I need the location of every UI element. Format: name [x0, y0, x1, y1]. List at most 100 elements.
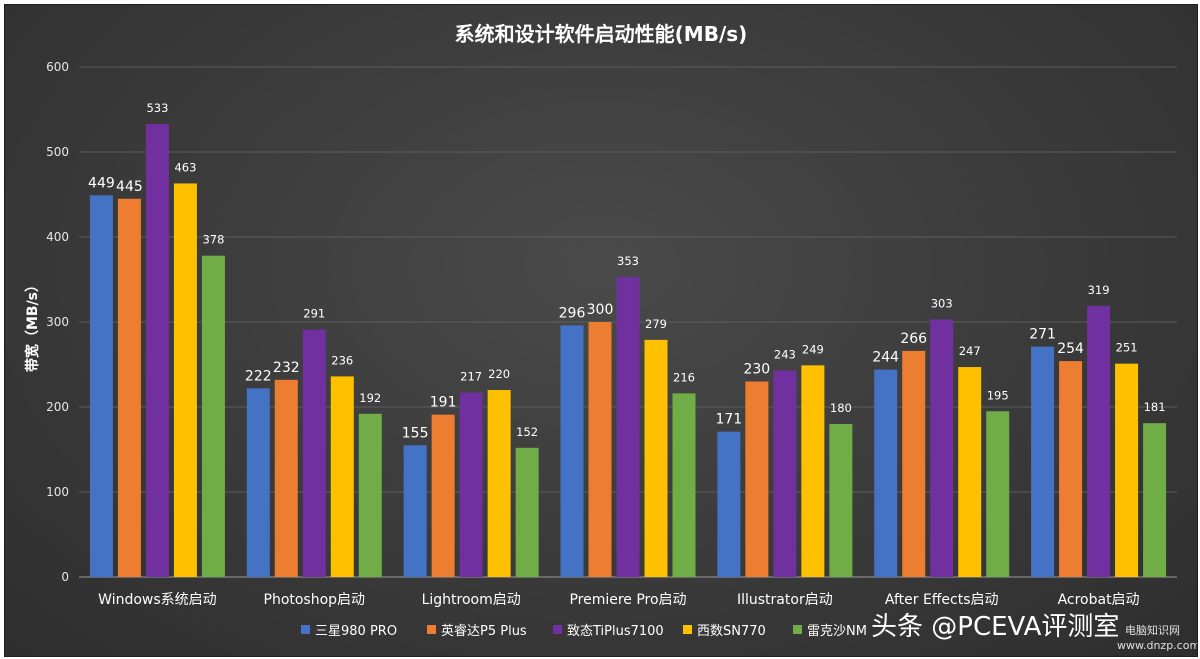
data-label: 279 — [645, 317, 667, 331]
data-label: 463 — [174, 160, 196, 174]
legend-label: 致态TiPlus7100 — [567, 624, 664, 639]
data-label: 180 — [830, 401, 852, 415]
bar — [588, 322, 612, 577]
legend-swatch — [553, 625, 562, 634]
category-label: After Effects启动 — [885, 592, 999, 608]
watermark: 头条 @PCEVA评测室 电脑知识网 www.dnzp.com — [871, 612, 1197, 652]
bar — [874, 369, 898, 577]
data-label: 217 — [460, 370, 482, 384]
data-label: 216 — [673, 370, 695, 384]
data-label: 181 — [1144, 400, 1166, 414]
data-label: 244 — [872, 350, 899, 366]
y-tick-label: 100 — [46, 485, 69, 499]
data-label: 232 — [273, 360, 300, 376]
data-label: 222 — [245, 368, 272, 384]
data-label: 378 — [202, 233, 224, 247]
bar — [117, 198, 141, 577]
bar — [829, 424, 853, 577]
chart-title: 系统和设计软件启动性能(MB/s) — [455, 22, 748, 46]
y-tick-label: 0 — [61, 570, 69, 584]
bar — [1087, 305, 1111, 577]
y-tick-label: 500 — [46, 145, 69, 159]
data-label: 291 — [303, 307, 325, 321]
category-label: Lightroom启动 — [422, 592, 521, 608]
watermark-url: www.dnzp.com — [1117, 639, 1197, 652]
data-label: 445 — [116, 179, 143, 195]
data-label: 195 — [987, 388, 1009, 402]
bar — [773, 370, 797, 577]
category-label: Premiere Pro启动 — [569, 592, 686, 608]
bar — [487, 390, 511, 577]
bar — [1143, 423, 1167, 577]
bar — [644, 339, 668, 577]
bar — [930, 319, 954, 577]
data-label: 155 — [402, 425, 429, 441]
bar — [358, 413, 382, 577]
y-tick-label: 400 — [46, 230, 69, 244]
data-label: 191 — [430, 395, 457, 411]
data-label: 230 — [743, 362, 770, 378]
bar — [201, 255, 225, 577]
data-label: 192 — [359, 391, 381, 405]
bar — [459, 392, 483, 577]
data-label: 236 — [331, 353, 353, 367]
data-label: 220 — [488, 367, 510, 381]
chart-frame: 系统和设计软件启动性能(MB/s) 带宽（MB/s） 0 100 200 300 400… — [4, 4, 1198, 657]
y-tick-label: 300 — [46, 315, 69, 329]
data-label: 249 — [802, 342, 824, 356]
watermark-site: 电脑知识网 — [1125, 623, 1180, 637]
legend-swatch — [793, 625, 802, 634]
data-label: 303 — [931, 296, 953, 310]
bar — [902, 350, 926, 577]
legend-swatch — [301, 625, 310, 634]
bar — [173, 183, 197, 577]
category-label: Acrobat启动 — [1058, 592, 1140, 608]
data-label: 251 — [1116, 341, 1138, 355]
data-label: 319 — [1088, 283, 1110, 297]
bar — [616, 276, 640, 577]
bar — [560, 325, 584, 577]
category-labels: Windows系统启动 Photoshop启动 Lightroom启动 Premier… — [98, 592, 1139, 608]
bar — [145, 123, 169, 577]
bar — [745, 381, 769, 577]
legend-label: 英睿达P5 Plus — [441, 624, 527, 639]
data-label: 353 — [617, 254, 639, 268]
bar — [246, 388, 270, 577]
data-label: 243 — [774, 347, 796, 361]
category-label: Photoshop启动 — [264, 592, 366, 608]
data-label: 300 — [587, 302, 614, 318]
watermark-text: 头条 @PCEVA评测室 — [871, 612, 1119, 642]
legend-label: 西数SN770 — [697, 624, 766, 639]
y-tick-label: 200 — [46, 400, 69, 414]
bar — [717, 431, 741, 577]
bars — [89, 123, 1167, 577]
bar — [801, 365, 825, 577]
bar — [1115, 363, 1139, 577]
data-label: 254 — [1057, 341, 1084, 357]
bar — [431, 414, 455, 577]
y-tick-label: 600 — [46, 60, 69, 74]
category-label: Windows系统启动 — [98, 592, 217, 608]
data-label: 171 — [715, 412, 742, 428]
y-axis-ticks: 0 100 200 300 400 500 600 — [46, 60, 69, 584]
bar — [958, 367, 982, 577]
bar — [330, 376, 354, 577]
legend-swatch — [427, 625, 436, 634]
bar — [274, 379, 298, 577]
bar — [986, 411, 1010, 577]
y-axis-label: 带宽（MB/s） — [24, 278, 41, 372]
legend-swatch — [683, 625, 692, 634]
bar — [89, 195, 113, 577]
data-label: 449 — [88, 175, 115, 191]
data-label: 247 — [959, 344, 981, 358]
bar — [1059, 361, 1083, 577]
legend-label: 三星980 PRO — [315, 624, 397, 639]
bar — [403, 445, 427, 577]
data-label: 296 — [559, 305, 586, 321]
bar — [302, 329, 326, 577]
bar — [515, 447, 539, 577]
data-label: 533 — [146, 101, 168, 115]
chart-svg: 系统和设计软件启动性能(MB/s) 带宽（MB/s） 0 100 200 300 400… — [24, 22, 1197, 652]
category-label: Illustrator启动 — [737, 592, 833, 608]
